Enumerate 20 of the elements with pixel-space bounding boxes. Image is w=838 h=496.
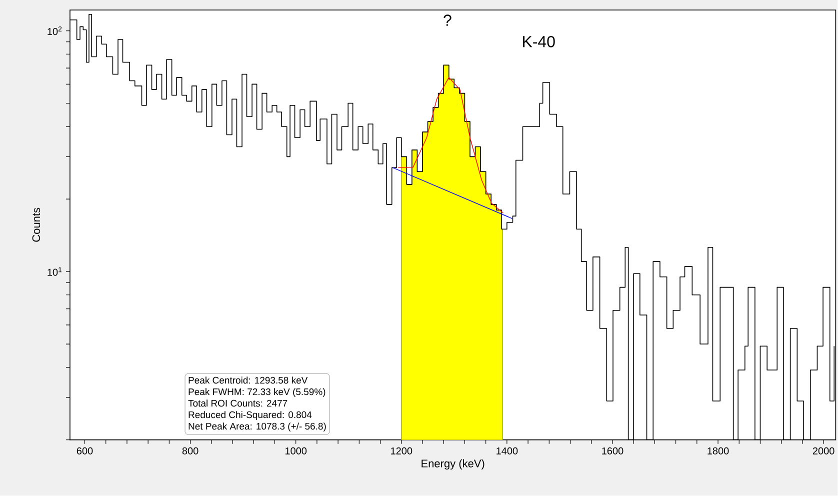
annotation: Peak FWHM: 72.33 keV (5.59%) xyxy=(188,388,326,398)
x-tick-label: 800 xyxy=(182,447,198,455)
annotation: Reduced Chi-Squared: 0.804 xyxy=(188,411,312,420)
annotation: Total ROI Counts: 2477 xyxy=(188,400,288,407)
x-tick-label: 1800 xyxy=(708,447,729,455)
x-tick-label: 1400 xyxy=(496,447,518,455)
x-tick-label: 2000 xyxy=(812,447,834,455)
x-tick-label: 1000 xyxy=(285,447,307,455)
x-tick-label: 1200 xyxy=(391,447,412,455)
x-axis-title: Energy (keV) xyxy=(422,459,484,470)
y-axis-title: Counts xyxy=(32,208,40,242)
annotation: K-40 xyxy=(523,36,555,48)
y-tick-label: 10$^{1}$ xyxy=(48,267,62,276)
x-tick-label: 600 xyxy=(76,447,93,455)
line-series xyxy=(398,77,504,214)
annotation: Peak Centroid: 1293.58 keV xyxy=(188,376,308,384)
x-tick-label: 1600 xyxy=(602,447,624,455)
annotation: Net Peak Area: 1078.3 (+/- 56.8) xyxy=(188,422,326,432)
y-tick-label: 10$^{2}$ xyxy=(48,26,62,36)
annotation: ? xyxy=(444,14,452,26)
